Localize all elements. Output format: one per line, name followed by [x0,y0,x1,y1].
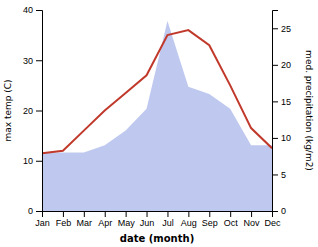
chart-container: JanFebMarAprMayJunJulAugSepOctNovDec0102… [0,0,318,247]
tick: Aug [181,211,197,228]
axis-line [36,11,43,212]
y-axis-title: max temp (C) [3,79,13,141]
tick: 10 [272,133,291,143]
plot: JanFebMarAprMayJunJulAugSepOctNovDec0102… [23,5,291,228]
tick-label: Nov [244,218,261,228]
tick-mark [272,174,278,175]
tick: Jan [35,211,50,228]
tick: May [118,211,136,228]
tick-label: 0 [28,206,33,216]
tick-label: Dec [264,218,281,228]
tick-mark [36,10,42,11]
tick-mark [126,211,127,217]
tick-mark [230,211,231,217]
tick: 30 [23,56,42,66]
line [42,30,272,153]
tick-label: 5 [281,170,286,180]
tick: 40 [23,5,42,15]
tick-label: Jun [140,218,155,228]
tick: Jul [162,211,174,228]
tick: Feb [56,211,72,228]
y-axis: 0 10 20 30 40 [23,5,43,216]
tick: 15 [272,97,291,107]
x-axis: Jan Feb Mar Apr May Jun Jul Aug Sep Oct NovDec [35,211,281,228]
area [42,21,272,211]
tick-mark [251,211,252,217]
tick-label: 30 [23,56,33,66]
tick-label: 20 [23,106,33,116]
tick-mark [147,211,148,217]
tick: Oct [224,211,239,228]
tick-label: Sep [202,218,218,228]
tick: 10 [23,156,42,166]
tick: 0 [272,206,286,216]
tick: Apr [98,211,112,228]
tick-label: 15 [281,97,291,107]
tick-mark [272,28,278,29]
tick-label: 10 [23,156,33,166]
tick-mark [36,161,42,162]
tick: Dec [264,211,281,228]
tick: 0 [28,206,42,216]
tick-mark [36,111,42,112]
tick-mark [36,60,42,61]
tick-label: Jan [35,218,50,228]
tick-mark [63,211,64,217]
tick-label: Jul [162,218,174,228]
tick: 5 [272,170,286,180]
tick: Nov [244,211,261,228]
axis-line [273,11,279,212]
tick: 20 [23,106,42,116]
chart: JanFebMarAprMayJunJulAugSepOctNovDec0102… [0,0,318,247]
tick-label: 20 [281,60,291,70]
tick: 25 [272,24,291,34]
tick: Jun [140,211,155,228]
tick-mark [84,211,85,217]
y2-axis: 0 5 10 15 20 25 [272,11,291,217]
tick-label: Feb [56,218,72,228]
tick-mark [36,211,42,212]
tick-mark [272,65,278,66]
y2-axis-title: med. precipitation (kg/m2) [304,50,314,171]
tick-label: Oct [224,218,239,228]
tick-label: Aug [181,218,197,228]
x-axis-title: date (month) [120,233,194,244]
tick-mark [272,138,278,139]
tick-label: 0 [281,206,286,216]
tick-label: Apr [98,218,112,228]
axis-line [43,212,273,218]
tick-label: 10 [281,133,291,143]
tick: Mar [77,211,93,228]
marks [42,21,272,211]
tick-mark [167,211,168,217]
tick-mark [272,101,278,102]
tick: Sep [202,211,218,228]
tick-mark [272,211,278,212]
tick-label: 25 [281,24,291,34]
tick-label: 40 [23,5,33,15]
tick-mark [209,211,210,217]
tick-mark [105,211,106,217]
tick: 20 [272,60,291,70]
tick-label: Mar [77,218,93,228]
tick-label: May [118,218,136,228]
tick-mark [188,211,189,217]
